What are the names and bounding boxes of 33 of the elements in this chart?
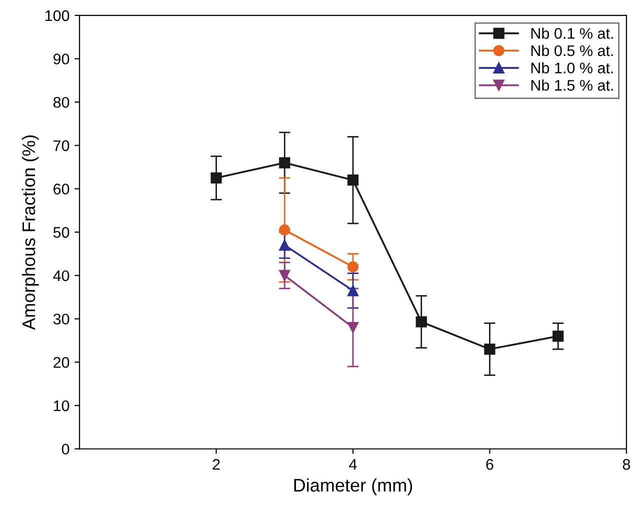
point xyxy=(279,240,290,251)
y-tick-label: 50 xyxy=(53,227,70,238)
y-tick-label: 20 xyxy=(54,357,70,368)
point xyxy=(347,261,359,272)
point xyxy=(347,174,359,186)
y-tick-label: 40 xyxy=(53,270,70,282)
y-tick-label: 60 xyxy=(54,184,70,194)
x-tick-label: 4 xyxy=(349,459,357,470)
legend-label: Nb 1.5 % at. xyxy=(531,80,613,91)
y-axis-title: Amorphous Fraction (%) xyxy=(22,135,39,330)
x-tick-label: 6 xyxy=(486,459,494,470)
point xyxy=(347,285,359,296)
y-tick-label: 0 xyxy=(62,444,70,455)
legend-label: Nb 0.5 % at. xyxy=(531,44,613,56)
y-tick-label: 90 xyxy=(54,54,70,64)
x-axis-title: Diameter (mm) xyxy=(294,478,412,496)
y-tick-label: 30 xyxy=(53,314,70,325)
x-tick-label: 2 xyxy=(212,459,220,470)
point xyxy=(347,322,359,334)
point xyxy=(279,270,290,282)
point xyxy=(279,157,290,168)
legend-label: Nb 1.0 % at. xyxy=(531,62,613,74)
point xyxy=(416,316,427,328)
point xyxy=(552,330,564,342)
legend-label: Nb 0.1 % at. xyxy=(531,28,613,39)
point xyxy=(279,224,290,236)
y-tick-label: 80 xyxy=(53,96,70,108)
x-tick-label: 8 xyxy=(622,459,630,470)
point xyxy=(484,344,496,355)
y-tick-label: 100 xyxy=(45,10,70,22)
point xyxy=(210,172,222,184)
y-tick-label: 70 xyxy=(54,140,70,152)
y-tick-label: 10 xyxy=(54,400,70,412)
